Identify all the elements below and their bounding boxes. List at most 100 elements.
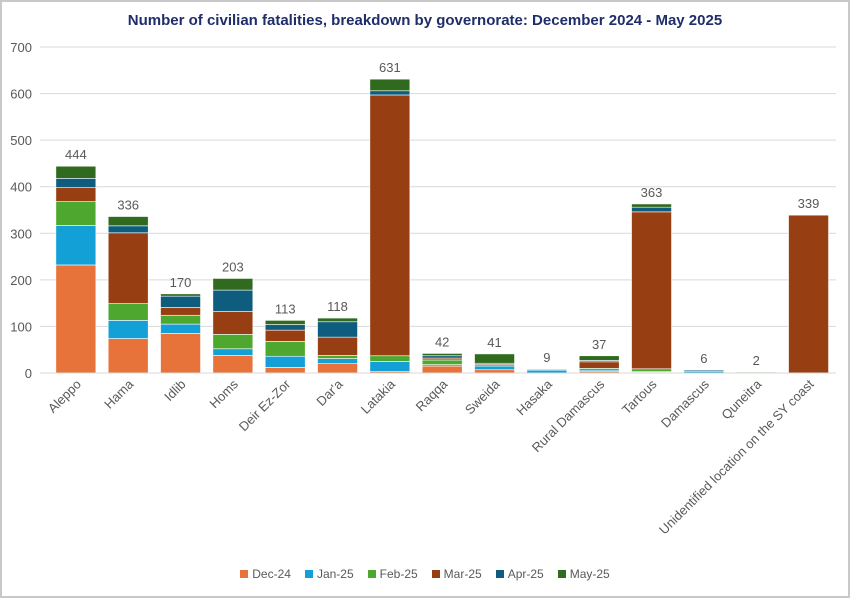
bar-segment-mar-25	[55, 187, 97, 202]
x-tick-label: Dar'a	[313, 376, 346, 409]
bar-segment-dec-24	[421, 365, 463, 374]
bar-segment-apr-25	[421, 355, 463, 359]
legend-swatch	[367, 570, 376, 578]
bar-segment-jan-25	[212, 348, 254, 356]
bar-segment-feb-25	[421, 359, 463, 365]
y-tick-label: 0	[25, 366, 32, 381]
x-tick-label: Sweida	[462, 376, 503, 417]
bar-segment-mar-25	[107, 232, 149, 304]
x-tick-label: Tartous	[619, 376, 660, 417]
bar-segment-may-25	[578, 355, 620, 361]
legend-swatch	[240, 570, 249, 578]
x-tick-label: Homs	[206, 376, 241, 411]
x-tick-label: Aleppo	[45, 377, 84, 416]
data-label: 9	[543, 350, 550, 365]
y-tick-label: 700	[10, 40, 32, 55]
bar-segment-apr-25	[264, 324, 306, 331]
y-tick-label: 200	[10, 273, 32, 288]
bar-segment-may-25	[212, 278, 254, 291]
bar-segment-dec-24	[55, 264, 97, 374]
legend-swatch	[495, 570, 504, 578]
legend-label: Jan-25	[316, 567, 354, 581]
bar-segment-jan-25	[317, 358, 358, 364]
x-tick-label: Idlib	[161, 377, 188, 404]
legend-item: May-25	[557, 567, 610, 581]
y-tick-label: 400	[10, 180, 32, 195]
x-tick-label: Damascus	[658, 376, 712, 430]
bar-segment-mar-25	[264, 329, 306, 342]
bar-segment-dec-24	[107, 338, 149, 374]
bar-segment-jan-25	[107, 320, 149, 339]
y-tick-label: 500	[10, 133, 32, 148]
bar-segment-jan-25	[264, 355, 306, 368]
bar-segment-jan-25	[369, 361, 411, 372]
chart-title: Number of civilian fatalities, breakdown…	[127, 12, 723, 29]
bar-segment-jan-25	[55, 225, 97, 266]
x-tick-label: Deir Ez-Zor	[236, 376, 294, 434]
legend-item: Feb-25	[367, 567, 418, 581]
bar-segment-dec-24	[212, 355, 254, 374]
bar-segment-mar-25	[317, 336, 358, 356]
legend-label: May-25	[569, 567, 610, 581]
data-label: 118	[327, 299, 348, 314]
data-label: 336	[117, 198, 139, 213]
bar-segment-mar-25	[788, 214, 829, 374]
data-label: 113	[275, 301, 296, 316]
data-label: 37	[592, 337, 606, 352]
data-label: 6	[700, 351, 707, 366]
x-tick-label: Hama	[101, 376, 137, 412]
bar-segment-apr-25	[683, 369, 725, 372]
x-tick-label: Hasaka	[513, 376, 555, 418]
bar-segment-apr-25	[160, 295, 201, 308]
bar-segment-feb-25	[107, 303, 149, 321]
legend-item: Apr-25	[495, 567, 544, 581]
bar-segment-apr-25	[631, 206, 672, 213]
bar-segment-apr-25	[212, 289, 254, 312]
legend-label: Dec-24	[252, 567, 291, 581]
bar-segment-apr-25	[317, 321, 358, 338]
data-label: 363	[641, 185, 663, 200]
bar-segment-may-25	[369, 78, 411, 92]
data-label: 42	[435, 334, 449, 349]
bar-segment-feb-25	[369, 355, 411, 362]
x-tick-label: Raqqa	[413, 376, 451, 414]
bar-segment-apr-25	[107, 225, 149, 234]
bar-segment-feb-25	[631, 368, 672, 372]
data-label: 170	[170, 275, 192, 290]
bar-segment-may-25	[474, 353, 515, 364]
bar-segment-apr-25	[369, 90, 411, 96]
bar-segment-feb-25	[160, 314, 201, 325]
bar-segment-may-25	[264, 320, 306, 325]
bar-segment-feb-25	[264, 341, 306, 357]
legend-item: Dec-24	[240, 567, 291, 581]
bar-segment-mar-25	[160, 307, 201, 316]
bar-segment-jan-25	[474, 365, 515, 371]
data-label: 41	[487, 335, 501, 350]
bar-segment-may-25	[631, 203, 672, 208]
x-tick-label: Latakia	[358, 376, 399, 417]
y-tick-label: 100	[10, 319, 32, 334]
data-label: 631	[379, 60, 401, 75]
bar-segment-feb-25	[317, 355, 358, 359]
data-label: 339	[798, 196, 820, 211]
data-label: 2	[753, 353, 760, 368]
bar-segment-mar-25	[369, 94, 411, 357]
legend-item: Mar-25	[431, 567, 482, 581]
bar-segment-may-25	[55, 165, 97, 179]
legend-swatch	[431, 570, 440, 578]
bar-segment-feb-25	[212, 334, 254, 350]
y-tick-label: 300	[10, 226, 32, 241]
data-label: 444	[65, 147, 87, 162]
bar-segment-mar-25	[212, 311, 254, 335]
bar-segment-apr-25	[55, 178, 97, 188]
legend-label: Mar-25	[443, 567, 482, 581]
legend-swatch	[304, 570, 313, 578]
bar-segment-may-25	[160, 293, 201, 297]
bar-segment-may-25	[107, 216, 149, 227]
bar-segment-mar-25	[578, 361, 620, 369]
bar-segment-dec-24	[264, 367, 306, 374]
bar-segment-feb-25	[55, 201, 97, 226]
x-tick-label: Quneitra	[718, 376, 764, 422]
bar-segment-may-25	[421, 353, 463, 357]
